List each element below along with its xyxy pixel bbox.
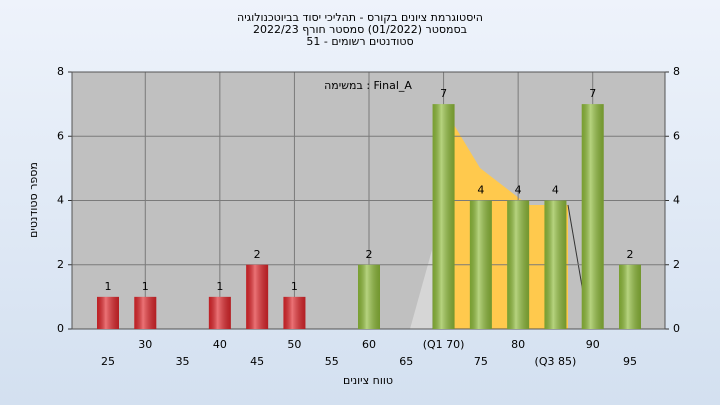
x-axis-label: טווח ציונים: [343, 374, 393, 387]
bar-shine: [619, 264, 641, 329]
y-axis-label: מספר סטודנטים: [27, 162, 40, 238]
x-tick-label: 80: [511, 338, 525, 351]
x-tick-label: (Q1 70): [423, 338, 465, 351]
bar-shine: [97, 296, 119, 329]
data-label: 2: [366, 248, 373, 261]
bar-shine: [246, 264, 269, 329]
data-label: 4: [477, 184, 484, 197]
y-tick-label: 8: [57, 65, 64, 78]
data-label: 1: [216, 280, 223, 293]
data-label: 4: [552, 184, 559, 197]
data-label: 1: [105, 280, 112, 293]
x-tick-label: 65: [399, 355, 413, 368]
data-label: 1: [291, 280, 298, 293]
x-tick-label: 50: [287, 338, 301, 351]
chart-subtitle: סטודנטים רשומים - 51: [306, 35, 413, 48]
x-tick-label: 60: [362, 338, 376, 351]
data-label: 7: [589, 87, 596, 100]
bar-shine: [283, 296, 306, 329]
y2-tick-label: 4: [673, 194, 680, 207]
y2-tick-label: 8: [673, 65, 680, 78]
bar-shine: [581, 104, 604, 329]
bar-shine: [507, 200, 530, 329]
data-label: 2: [627, 248, 634, 261]
data-label: 1: [142, 280, 149, 293]
x-tick-label: 55: [325, 355, 339, 368]
data-label: 2: [254, 248, 261, 261]
y2-tick-label: 0: [673, 322, 680, 335]
bar-shine: [358, 264, 380, 329]
bar-shine: [544, 200, 567, 329]
y-tick-label: 6: [57, 129, 64, 142]
quartile-line: [567, 204, 584, 293]
bar-shine: [208, 296, 231, 329]
bar-shine: [432, 104, 455, 329]
x-tick-label: 95: [623, 355, 637, 368]
x-tick-label: 30: [138, 338, 152, 351]
y-tick-label: 4: [57, 194, 64, 207]
x-tick-label: 40: [213, 338, 227, 351]
x-tick-label: 45: [250, 355, 264, 368]
quartile-shade: [410, 250, 432, 329]
x-tick-label: 75: [474, 355, 488, 368]
bar-shine: [134, 296, 157, 329]
chart-title: היסטוגרמת ציונים בקורס - תהליכי יסוד בבי…: [237, 11, 483, 24]
data-label: 4: [515, 184, 522, 197]
bar-shine: [469, 200, 492, 329]
x-tick-label: 35: [176, 355, 190, 368]
y2-tick-label: 2: [673, 258, 680, 271]
y-tick-label: 0: [57, 322, 64, 335]
y2-tick-label: 6: [673, 129, 680, 142]
x-tick-label: 90: [586, 338, 600, 351]
x-tick-label: 25: [101, 355, 115, 368]
y-tick-label: 2: [57, 258, 64, 271]
chart-subtitle: בסמסטר (01/2022) סמסטר חורף 2022/23: [253, 23, 467, 36]
data-label: 7: [440, 87, 447, 100]
annotation: במשימה : Final_A: [324, 79, 412, 92]
x-tick-label: (Q3 85): [535, 355, 577, 368]
